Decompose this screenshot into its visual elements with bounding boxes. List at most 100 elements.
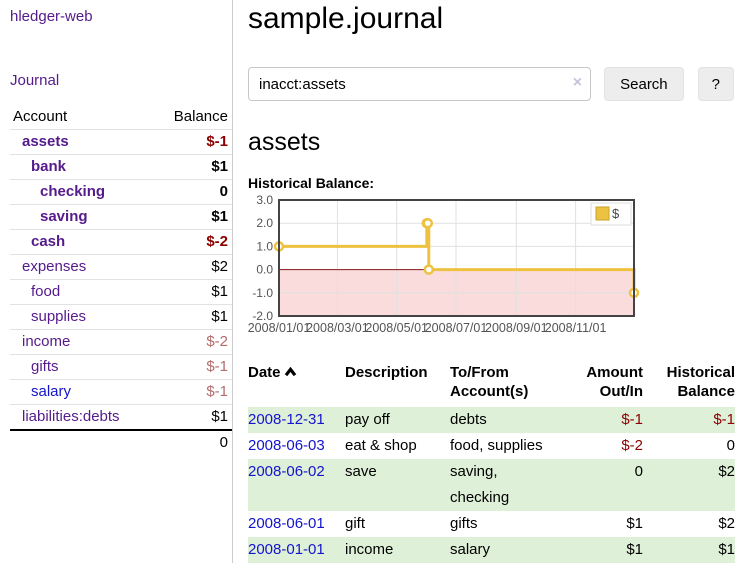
accounts-header-line2: Account(s): [450, 383, 529, 400]
clear-search-icon[interactable]: ×: [572, 74, 583, 91]
register-row: 2008-06-03 eat & shop food, supplies $-2…: [248, 433, 735, 459]
transaction-description: gift: [345, 515, 366, 532]
svg-text:2008/11/01: 2008/11/01: [545, 321, 607, 335]
transaction-balance: $1: [718, 541, 735, 558]
account-column-header: Account: [13, 108, 68, 125]
transaction-accounts: debts: [450, 411, 487, 428]
account-row: supplies $1: [10, 305, 232, 330]
register-header-row: Date Description To/From Account(s) Amoun…: [248, 363, 735, 407]
account-balance: $1: [211, 308, 228, 325]
transaction-date-link[interactable]: 2008-06-03: [248, 437, 325, 454]
search-input[interactable]: [248, 67, 592, 101]
svg-text:2008/09/01: 2008/09/01: [485, 321, 548, 335]
hledger-web-app: hledger-web Journal Account Balance asse…: [0, 0, 742, 563]
search-form: × Search ?: [248, 67, 734, 101]
svg-text:-2.0: -2.0: [252, 309, 273, 323]
sort-ascending-icon: [284, 363, 297, 382]
col-header-date[interactable]: Date: [248, 363, 345, 407]
search-button[interactable]: Search: [604, 67, 684, 101]
accounts-header-line1: To/From: [450, 364, 509, 381]
transaction-date-link[interactable]: 2008-01-01: [248, 541, 325, 558]
main-content: sample.journal × Search ? assets Histori…: [233, 0, 742, 563]
transaction-date-link[interactable]: 2008-06-02: [248, 463, 325, 480]
account-row: cash $-2: [10, 230, 232, 255]
sidebar-account-link-liabilities-debts[interactable]: liabilities:debts: [22, 408, 120, 425]
account-balance: $-2: [206, 333, 228, 350]
account-balance: $1: [211, 208, 228, 225]
svg-text:-1.0: -1.0: [252, 286, 273, 300]
transaction-accounts: gifts: [450, 515, 478, 532]
account-balance: $-1: [206, 383, 228, 400]
register-row: 2008-01-01 income salary $1 $1: [248, 537, 735, 563]
accounts-table-header: Account Balance: [10, 105, 232, 130]
sidebar-account-link-salary[interactable]: salary: [31, 383, 72, 400]
svg-text:2008/03/01: 2008/03/01: [306, 321, 369, 335]
account-balance: 0: [219, 183, 228, 200]
account-row: expenses $2: [10, 255, 232, 280]
account-row: liabilities:debts $1: [10, 405, 232, 429]
date-header-label: Date: [248, 364, 281, 381]
svg-text:1.0: 1.0: [256, 239, 273, 253]
transaction-amount: $-1: [621, 411, 643, 428]
transaction-description: income: [345, 541, 394, 558]
account-row: income $-2: [10, 330, 232, 355]
account-row: gifts $-1: [10, 355, 232, 380]
transaction-date-link[interactable]: 2008-12-31: [248, 411, 325, 428]
transaction-amount: 0: [634, 463, 643, 480]
svg-text:3.0: 3.0: [256, 193, 273, 207]
transaction-description: eat & shop: [345, 437, 417, 454]
sidebar-account-link-supplies[interactable]: supplies: [31, 308, 87, 325]
sidebar: hledger-web Journal Account Balance asse…: [0, 0, 233, 563]
transaction-amount: $-2: [621, 437, 643, 454]
register-table: Date Description To/From Account(s) Amoun…: [248, 363, 735, 563]
sidebar-item-journal[interactable]: Journal: [10, 72, 60, 89]
sidebar-account-link-saving[interactable]: saving: [40, 208, 88, 225]
sidebar-account-link-assets[interactable]: assets: [22, 133, 69, 150]
register-row: 2008-12-31 pay off debts $-1 $-1: [248, 407, 735, 433]
col-header-amount: Amount Out/In: [557, 363, 643, 407]
svg-text:0.0: 0.0: [256, 263, 273, 277]
transaction-balance: $2: [718, 515, 735, 532]
transaction-balance: 0: [726, 437, 735, 454]
amount-header-line2: Out/In: [599, 383, 643, 400]
col-header-description: Description: [345, 364, 428, 381]
sidebar-account-link-income[interactable]: income: [22, 333, 71, 350]
sidebar-account-link-gifts[interactable]: gifts: [31, 358, 59, 375]
account-row: food $1: [10, 280, 232, 305]
account-balance: $-1: [206, 133, 228, 150]
sidebar-account-link-bank[interactable]: bank: [31, 158, 67, 175]
account-balance: $1: [211, 283, 228, 300]
account-row: checking 0: [10, 180, 232, 205]
svg-text:2.0: 2.0: [256, 216, 273, 230]
balance-header-line1: Historical: [666, 364, 735, 381]
account-row: assets $-1: [10, 130, 232, 155]
col-header-accounts: To/From Account(s): [450, 363, 557, 407]
accounts-table: Account Balance assets $-1 bank $1 check…: [10, 105, 232, 455]
svg-text:2008/01/01: 2008/01/01: [248, 321, 311, 335]
register-row: 2008-06-02 save saving, checking 0 $2: [248, 459, 735, 511]
balance-header-line2: Balance: [677, 383, 735, 400]
app-title-link[interactable]: hledger-web: [10, 8, 93, 25]
svg-text:2008/05/01: 2008/05/01: [365, 321, 428, 335]
account-balance: $1: [211, 408, 228, 425]
search-box: ×: [248, 67, 592, 101]
balance-column-header: Balance: [173, 108, 228, 125]
account-row: bank $1: [10, 155, 232, 180]
transaction-balance: $-1: [713, 411, 735, 428]
search-help-button[interactable]: ?: [697, 67, 734, 101]
transaction-accounts: salary: [450, 541, 491, 558]
accounts-total-row: 0: [10, 429, 232, 455]
account-heading: assets: [248, 128, 321, 156]
transaction-date-link[interactable]: 2008-06-01: [248, 515, 325, 532]
sidebar-account-link-food[interactable]: food: [31, 283, 61, 300]
accounts-total-balance: 0: [219, 434, 228, 451]
account-row: saving $1: [10, 205, 232, 230]
account-balance: $-1: [206, 358, 228, 375]
sidebar-account-link-checking[interactable]: checking: [40, 183, 106, 200]
sidebar-account-link-cash[interactable]: cash: [31, 233, 66, 250]
sidebar-account-link-expenses[interactable]: expenses: [22, 258, 87, 275]
transaction-balance: $2: [718, 463, 735, 480]
chart-title: Historical Balance:: [248, 175, 375, 191]
svg-text:$: $: [612, 206, 620, 221]
transaction-amount: $1: [626, 541, 643, 558]
